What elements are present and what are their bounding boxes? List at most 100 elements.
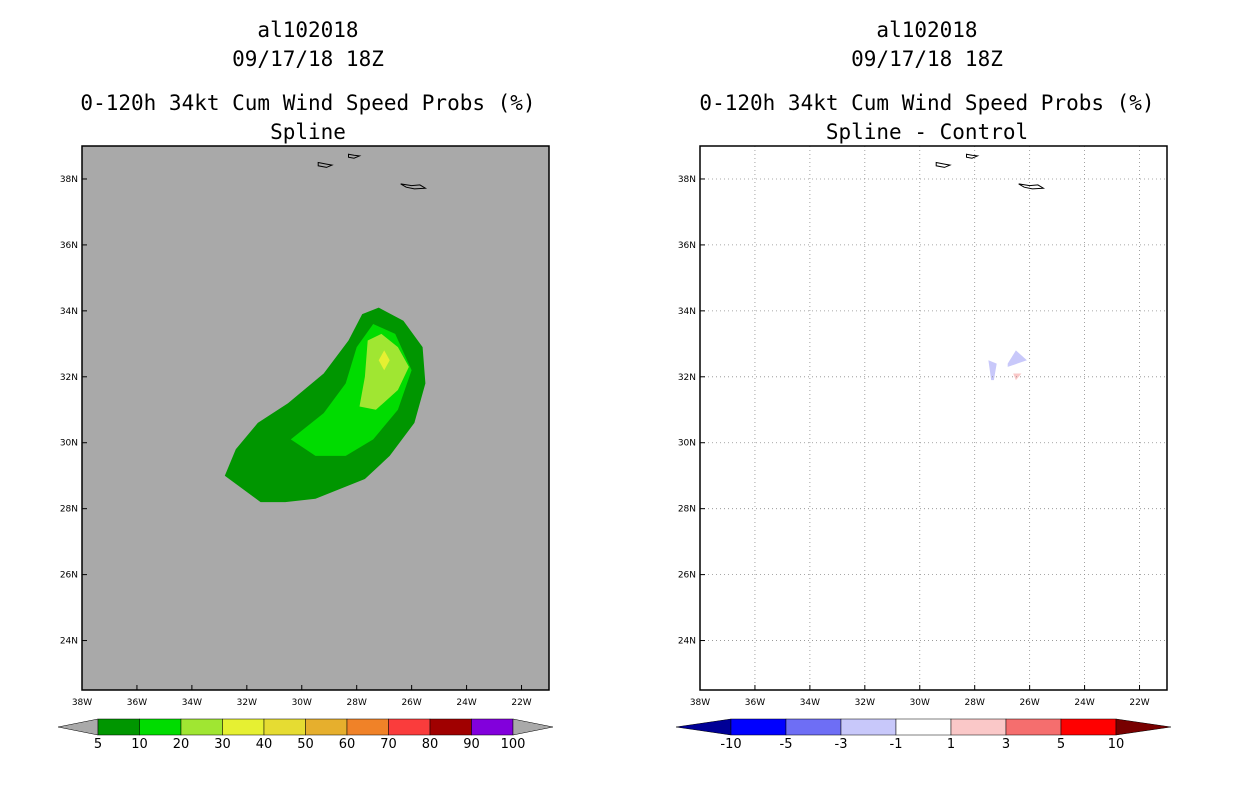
x-tick-label: 38W: [690, 698, 710, 708]
chart-title-line-2: 09/17/18 18Z: [232, 47, 384, 71]
y-tick-label: 24N: [60, 637, 78, 647]
colorbar-swatch: [139, 718, 182, 736]
x-tick-label: 36W: [127, 698, 147, 708]
colorbar-label: -5: [780, 737, 793, 752]
colorbar-label: 70: [380, 737, 397, 752]
colorbar-label: 100: [501, 737, 526, 752]
colorbar-under-triangle: [675, 718, 732, 736]
map-background: [700, 146, 1167, 690]
colorbar-swatch: [1005, 718, 1062, 736]
x-tick-label: 22W: [511, 698, 531, 708]
chart-title-line-3: 0-120h 34kt Cum Wind Speed Probs (%): [699, 91, 1154, 115]
y-tick-label: 26N: [678, 571, 696, 581]
colorbar-label: 1: [947, 737, 955, 752]
contour-20-30-2: [359, 333, 409, 410]
contour--3to-1-1: [1007, 350, 1027, 367]
x-tick-label: 32W: [855, 698, 875, 708]
x-tick-label: 26W: [1019, 698, 1039, 708]
plot-frame: [81, 145, 550, 691]
contour-1to3-2: [1013, 373, 1022, 381]
colorbar-label: 90: [463, 737, 480, 752]
colorbar-label: 5: [94, 737, 102, 752]
x-tick-label: 24W: [456, 698, 476, 708]
y-tick-label: 34N: [678, 307, 696, 317]
colorbar-over-triangle: [512, 718, 554, 736]
contour--3to-1-0: [988, 360, 997, 381]
y-tick-label: 32N: [678, 373, 696, 383]
colorbar-swatch: [785, 718, 842, 736]
island-coastline: [400, 183, 428, 190]
colorbar-swatch: [388, 718, 431, 736]
island-coastline: [966, 153, 980, 159]
plot-frame: [699, 145, 1168, 691]
y-tick-label: 36N: [678, 241, 696, 251]
colorbar-swatch: [346, 718, 389, 736]
x-tick-label: 24W: [1074, 698, 1094, 708]
x-tick-label: 32W: [237, 698, 257, 708]
colorbar-label: 5: [1057, 737, 1065, 752]
x-tick-label: 34W: [182, 698, 202, 708]
colorbar-swatch: [305, 718, 348, 736]
chart-panel-spline: al102018 09/17/18 18Z 0-120h 34kt Cum Wi…: [57, 18, 554, 752]
colorbar: -10 -5 -3 -1 1 3 5 10: [675, 718, 1172, 752]
colorbar-under-triangle: [57, 718, 99, 736]
island-coastline: [348, 153, 362, 159]
chart-panel-spline-minus-control: al102018 09/17/18 18Z 0-120h 34kt Cum Wi…: [675, 18, 1172, 752]
colorbar-swatch: [895, 718, 952, 736]
colorbar-label: -3: [835, 737, 848, 752]
colorbar-label: 10: [131, 737, 148, 752]
contour-30-40-3: [378, 350, 390, 371]
x-tick-label: 28W: [347, 698, 367, 708]
colorbar-swatch: [730, 718, 787, 736]
colorbar-label: 60: [339, 737, 356, 752]
colorbar-swatch: [471, 718, 514, 736]
chart-title-line-1: al102018: [257, 18, 358, 42]
y-tick-label: 38N: [60, 175, 78, 185]
colorbar-label: -1: [890, 737, 903, 752]
colorbar-label: 20: [173, 737, 190, 752]
y-tick-label: 26N: [60, 571, 78, 581]
x-tick-label: 26W: [401, 698, 421, 708]
x-tick-label: 28W: [965, 698, 985, 708]
colorbar-label: 40: [256, 737, 273, 752]
colorbar-label: -10: [720, 737, 741, 752]
y-tick-label: 28N: [60, 505, 78, 515]
colorbar-label: 30: [214, 737, 231, 752]
colorbar-swatch: [429, 718, 472, 736]
x-tick-label: 22W: [1129, 698, 1149, 708]
chart-title-line-1: al102018: [876, 18, 977, 42]
colorbar: 5 10 20 30 40 50 60 70 80 90 100: [57, 718, 554, 752]
chart-title-line-4: Spline - Control: [826, 120, 1028, 144]
chart-title-line-3: 0-120h 34kt Cum Wind Speed Probs (%): [80, 91, 535, 115]
island-coastline: [935, 161, 952, 168]
colorbar-swatch: [263, 718, 306, 736]
colorbar-swatch: [222, 718, 265, 736]
y-tick-label: 24N: [678, 637, 696, 647]
y-tick-label: 36N: [60, 241, 78, 251]
colorbar-label: 10: [1108, 737, 1125, 752]
colorbar-swatch: [180, 718, 223, 736]
colorbar-swatch: [950, 718, 1007, 736]
y-tick-label: 34N: [60, 307, 78, 317]
map-plot-area: 38W 36W 34W 32W 30W 28W 26W 24W 22W 24N 26N 28N 30N 3…: [60, 145, 550, 708]
y-tick-label: 38N: [678, 175, 696, 185]
island-coastline: [317, 161, 334, 168]
y-tick-label: 30N: [678, 439, 696, 449]
colorbar-swatch: [1060, 718, 1117, 736]
chart-title-line-2: 09/17/18 18Z: [851, 47, 1003, 71]
y-tick-label: 32N: [60, 373, 78, 383]
colorbar-label: 50: [297, 737, 314, 752]
x-tick-label: 30W: [292, 698, 312, 708]
colorbar-swatch: [840, 718, 897, 736]
x-tick-label: 34W: [800, 698, 820, 708]
x-tick-label: 38W: [72, 698, 92, 708]
y-tick-label: 28N: [678, 505, 696, 515]
colorbar-swatch: [97, 718, 140, 736]
x-tick-label: 30W: [910, 698, 930, 708]
chart-title-line-4: Spline: [270, 120, 346, 144]
map-plot-area: 38W 36W 34W 32W 30W 28W 26W 24W 22W 24N 26N 28N 30N 3…: [678, 145, 1168, 708]
y-tick-label: 30N: [60, 439, 78, 449]
island-coastline: [1018, 183, 1046, 190]
colorbar-label: 3: [1002, 737, 1010, 752]
